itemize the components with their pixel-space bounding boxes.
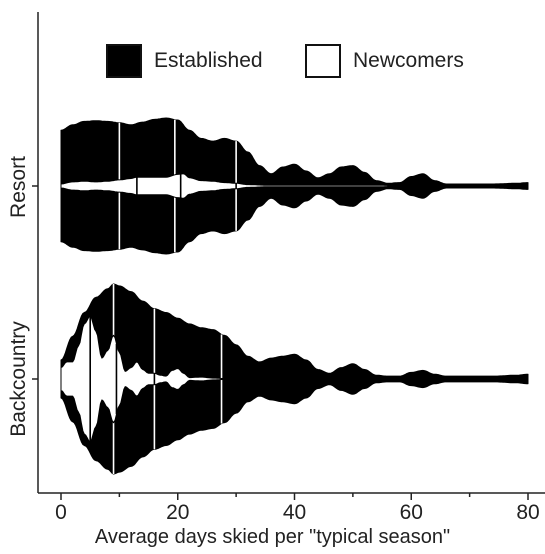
legend-item-newcomers: Newcomers <box>305 41 464 81</box>
violin-newcomers-backcountry <box>60 315 237 443</box>
x-tick-label-60: 60 <box>399 501 423 524</box>
violin-newcomers-resort <box>60 173 401 199</box>
x-tick-label-40: 40 <box>282 501 307 524</box>
violins <box>60 117 529 475</box>
x-tick-label-0: 0 <box>55 501 67 524</box>
legend: Established Newcomers <box>0 41 545 81</box>
legend-label-newcomers: Newcomers <box>353 49 464 72</box>
legend-swatch-newcomers <box>305 44 341 78</box>
legend-label-established: Established <box>154 49 263 72</box>
x-tick-label-20: 20 <box>166 501 190 524</box>
violin-established-backcountry <box>60 283 529 475</box>
legend-item-established: Established <box>106 41 263 81</box>
y-tick-label-resort: Resort <box>7 156 30 218</box>
y-tick-label-backcountry: Backcountry <box>7 321 30 437</box>
legend-swatch-established <box>106 44 142 78</box>
x-tick-label-80: 80 <box>516 501 540 524</box>
x-axis-label: Average days skied per "typical season" <box>94 526 451 548</box>
axes <box>32 12 545 500</box>
